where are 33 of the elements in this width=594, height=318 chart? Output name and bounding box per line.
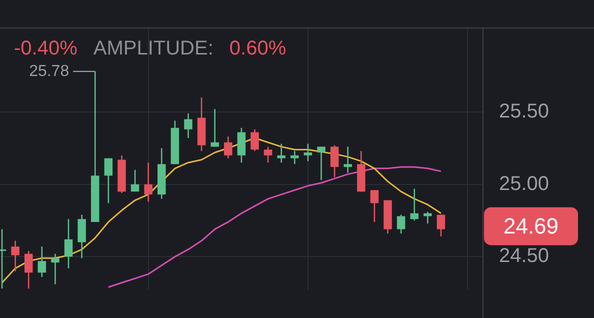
candlestick xyxy=(410,188,418,222)
annotation: 0.60% xyxy=(229,38,286,60)
candlestick xyxy=(210,108,219,148)
candlestick xyxy=(344,146,352,174)
candlestick xyxy=(78,214,86,259)
candlestick xyxy=(237,127,246,164)
annotation: 25.78 xyxy=(29,62,70,80)
candlestick xyxy=(38,246,46,278)
candlestick xyxy=(24,250,33,290)
annotation: AMPLITUDE: xyxy=(93,38,214,60)
y-tick-label: 25.00 xyxy=(499,172,550,195)
candlestick xyxy=(290,150,299,165)
candlestick xyxy=(250,128,259,152)
candlestick xyxy=(370,189,379,223)
candlestick xyxy=(184,112,192,139)
candlestick xyxy=(317,146,326,181)
candlestick xyxy=(277,143,286,164)
y-tick-label: 24.50 xyxy=(499,245,550,268)
candlestick xyxy=(11,240,20,272)
annotation: -0.40% xyxy=(14,38,78,60)
candlestick xyxy=(396,214,406,234)
candlestick xyxy=(64,218,73,269)
candlestick xyxy=(330,144,339,178)
candlestick xyxy=(436,214,446,238)
y-tick-label: 25.50 xyxy=(499,100,550,122)
candlestick xyxy=(224,136,232,159)
candlestick xyxy=(144,162,152,202)
candlestick xyxy=(304,143,312,162)
candlestick xyxy=(130,169,140,192)
candlestick xyxy=(104,158,113,204)
text: 24.69 xyxy=(503,213,559,238)
candlestick xyxy=(264,146,272,164)
candlestick xyxy=(51,253,60,285)
